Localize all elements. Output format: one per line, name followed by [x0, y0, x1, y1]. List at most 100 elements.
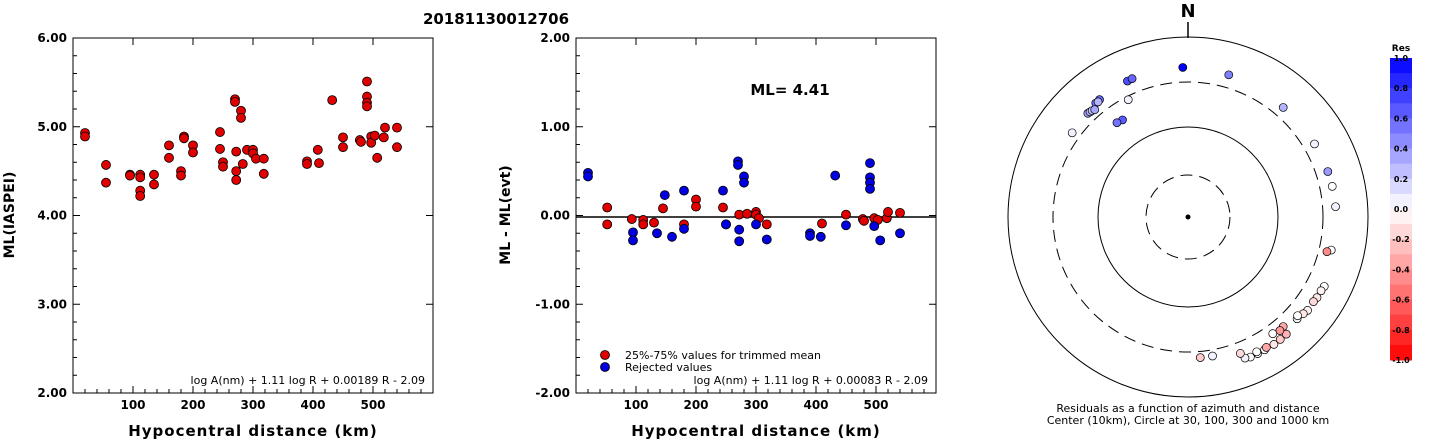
ring-1000km: [1007, 36, 1369, 398]
panel2-point: [734, 224, 745, 235]
panel2-point: [659, 190, 670, 200]
panel1-point: [372, 152, 383, 163]
panel1-ytick-label: 5.00: [37, 120, 67, 134]
polar-point: [1261, 343, 1271, 352]
panel2-point: [679, 185, 689, 196]
colorbar-tick-label: 0.8: [1394, 84, 1409, 93]
panel2-point: [739, 177, 749, 188]
panel1-formula: log A(nm) + 1.11 log R + 0.00189 R - 2.0…: [191, 374, 425, 387]
panel1-point: [356, 136, 366, 147]
colorbar-cell: [1390, 239, 1412, 255]
legend-red-marker: [600, 350, 610, 360]
polar-point: [1310, 139, 1319, 149]
residual-vs-distance-panel: -2.00 -1.00 0.00 1.00 2.00 100 200 300 400 500 ML…: [498, 31, 937, 440]
panel1-point: [215, 127, 225, 137]
panel1-point: [338, 142, 348, 153]
panel1-ytick-label: 3.00: [37, 297, 67, 311]
panel1-point: [380, 122, 390, 133]
panel1-point: [149, 179, 159, 190]
polar-point: [1275, 326, 1285, 335]
colorbar-cell: [1390, 178, 1412, 195]
polar-point: [1331, 202, 1340, 212]
colorbar-cell: [1390, 193, 1412, 210]
panel1-point: [135, 172, 146, 183]
panel2-point: [667, 231, 677, 242]
polar-point: [1178, 63, 1188, 72]
polar-point: [1090, 105, 1100, 115]
polar-point: [1327, 181, 1337, 191]
polar-point: [1268, 329, 1278, 338]
center-marker: [1185, 214, 1191, 220]
panel1-point: [237, 159, 248, 169]
panel2-ytick-label: -2.00: [535, 386, 570, 400]
panel1-point: [231, 166, 242, 177]
polar-point: [1322, 247, 1332, 256]
panel2-ytick-label: 1.00: [540, 120, 570, 134]
polar-point: [1309, 297, 1318, 306]
panel2-point: [628, 235, 638, 246]
panel1-xtick-label: 300: [240, 398, 265, 412]
panel2-point: [734, 236, 745, 247]
colorbar-tick-label: -0.2: [1392, 235, 1410, 244]
polar-point: [1236, 349, 1245, 358]
panel2-xtick-label: 300: [743, 398, 768, 412]
panel2-point: [875, 235, 886, 246]
panel1-point: [302, 159, 312, 169]
colorbar-cell: [1390, 269, 1412, 285]
panel2-point: [658, 203, 668, 214]
panel2-ticks: -2.00 -1.00 0.00 1.00 2.00 100 200 300 400 500: [535, 31, 936, 412]
figure-title: 20181130012706: [423, 10, 569, 28]
panel1-xtick-label: 200: [180, 398, 205, 412]
colorbar-cell: [1390, 163, 1412, 180]
panel2-ytick-label: 0.00: [540, 209, 570, 223]
colorbar-cell: [1390, 118, 1412, 134]
panel2-point: [895, 228, 905, 239]
panel1-ytick-label: 2.00: [37, 386, 67, 400]
polar-point: [1252, 347, 1262, 357]
panel1-point: [176, 170, 186, 181]
panel1-point: [218, 161, 228, 172]
legend-red-label: 25%-75% values for trimmed mean: [625, 349, 821, 362]
colorbar-cell: [1390, 103, 1412, 119]
polar-point: [1316, 286, 1326, 296]
panel1-point: [236, 112, 246, 123]
panel2-point: [815, 231, 826, 242]
polar-point: [1208, 351, 1217, 361]
panel1-point: [314, 158, 324, 169]
panel1-point: [378, 132, 389, 143]
panel1-point: [392, 142, 402, 153]
panel1-point: [149, 169, 159, 180]
colorbar-ticks: 1.0 0.8 0.6 0.4 0.2 0.0 -0.2 -0.4 -0.6 -0.8 -1.0: [1392, 54, 1410, 365]
ring-300km: [1052, 81, 1324, 353]
panel2-point: [679, 223, 689, 234]
colorbar-tick-label: -0.6: [1392, 296, 1410, 305]
panel2-ylabel: ML - ML(evt): [498, 165, 514, 264]
panel2-point: [718, 185, 728, 196]
panel2-point: [652, 228, 662, 239]
colorbar-cell: [1390, 148, 1412, 165]
panel2-point: [733, 160, 743, 170]
panel2-point: [883, 207, 893, 217]
panel1-point: [369, 130, 380, 141]
polar-point: [1278, 103, 1288, 112]
panel2-point: [721, 219, 731, 230]
colorbar-tick-label: -0.4: [1392, 265, 1410, 274]
panel2-xlabel: Hypocentral distance (km): [631, 422, 881, 440]
polar-point: [1123, 95, 1133, 105]
panel1-frame: [72, 37, 434, 394]
panel1-point: [362, 101, 372, 112]
panel2-point: [638, 219, 649, 230]
colorbar-tick-label: 0.4: [1394, 145, 1409, 154]
panel2-xtick-label: 500: [863, 398, 888, 412]
panel1-xtick-label: 500: [360, 398, 385, 412]
colorbar-title: Res: [1392, 44, 1410, 54]
panel2-point: [691, 201, 701, 212]
panel1-point: [101, 177, 111, 188]
panel2-point: [841, 220, 851, 231]
colorbar-cell: [1390, 299, 1412, 316]
panel2-point: [602, 219, 613, 230]
polar-caption-2: Center (10km), Circle at 30, 100, 300 an…: [1047, 414, 1329, 427]
panel1-point: [101, 160, 111, 170]
colorbar-cell: [1390, 133, 1412, 150]
panel2-point: [649, 217, 659, 228]
